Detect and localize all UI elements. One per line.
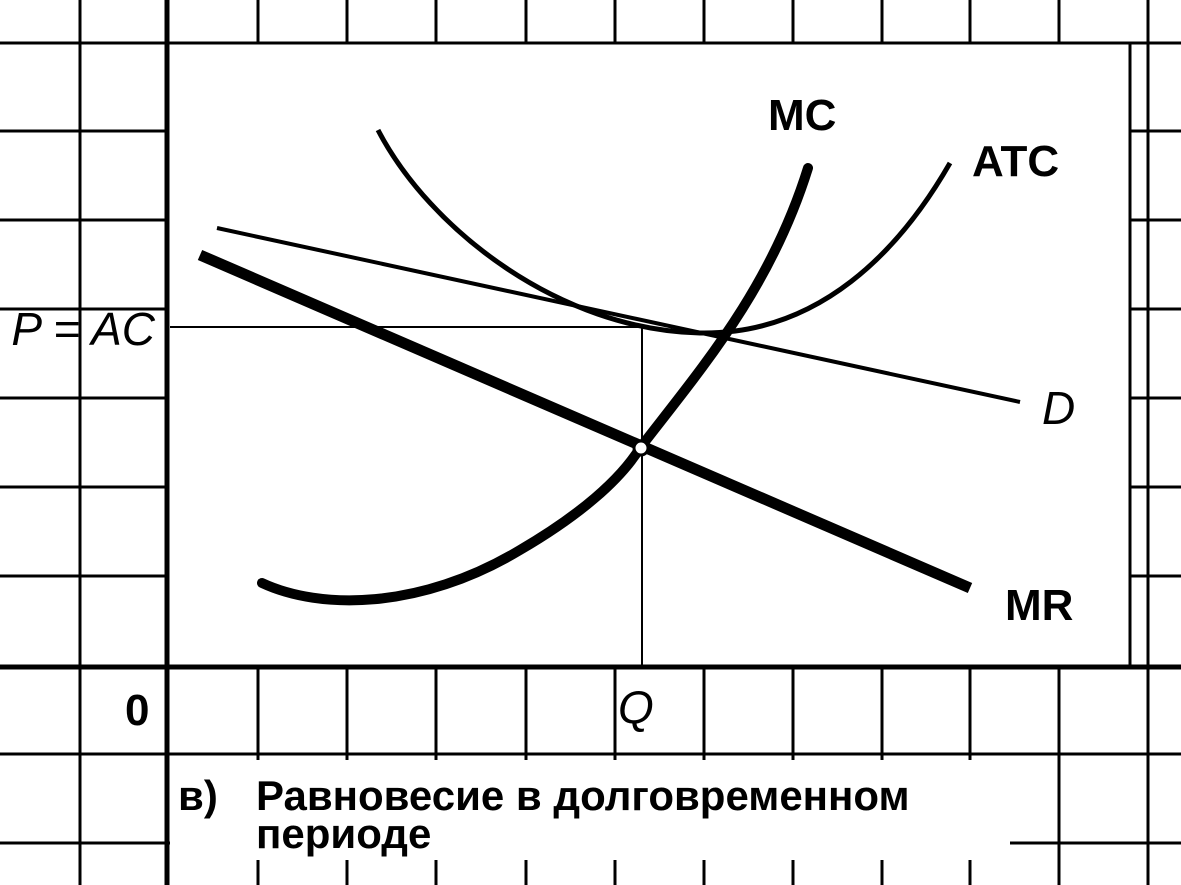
quantity-label: Q	[618, 681, 654, 733]
caption-line: Равновесие в долговременном	[256, 772, 910, 819]
demand-line	[216, 226, 1021, 404]
atc-label: ATC	[972, 137, 1059, 186]
plot-area	[165, 41, 1132, 668]
mc-curve	[257, 163, 813, 606]
d-label: D	[1042, 382, 1075, 434]
mc-label: MC	[768, 91, 836, 140]
intersection-point	[632, 439, 650, 457]
origin-label: 0	[125, 686, 149, 735]
price-label: P = AC	[11, 303, 155, 355]
caption-marker: в)	[178, 772, 218, 819]
mr-line	[197, 249, 973, 594]
mr-label: MR	[1005, 581, 1073, 630]
caption-line: периоде	[256, 810, 431, 857]
caption-bg	[170, 760, 1010, 860]
